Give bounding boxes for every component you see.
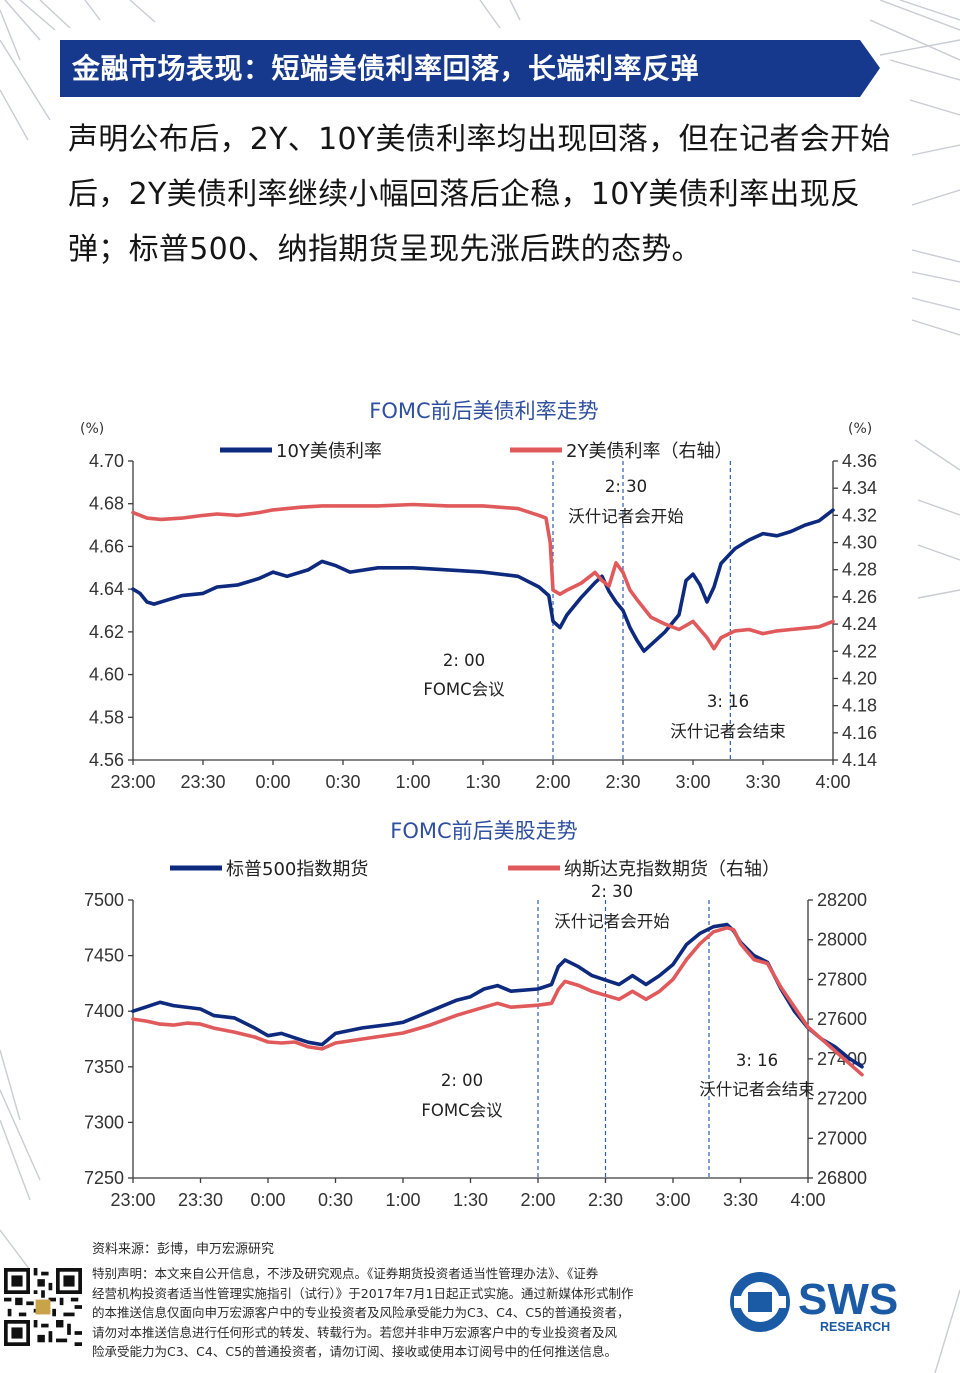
disclaimer-line: 请勿对本推送信息进行任何形式的转发、转载行为。若您并非申万宏源客户中的专业投资者… xyxy=(92,1324,618,1340)
disclaimer-line: 险承受能力为C3、C4、C5的普通投资者，请勿订阅、接收或使用本订阅号中的任何推… xyxy=(92,1344,618,1359)
left-tick-label: 4.64 xyxy=(89,579,124,599)
left-tick-label: 4.66 xyxy=(89,536,124,556)
left-tick-label: 7450 xyxy=(84,946,124,966)
x-tick-label: 4:00 xyxy=(790,1190,825,1210)
legend-label-series-2: 2Y美债利率（右轴） xyxy=(566,441,732,462)
x-tick-label: 23:30 xyxy=(180,772,225,792)
left-axis-unit: (%) xyxy=(80,421,104,437)
right-tick-label: 27800 xyxy=(817,969,867,989)
right-tick-label: 28200 xyxy=(817,890,867,910)
annotation-time: 2: 00 xyxy=(441,1071,483,1090)
disclaimer-line: 特别声明：本文来自公开信息，不涉及研究观点。《证券期货投资者适当性管理办法》、《… xyxy=(92,1266,599,1281)
annotation-label: FOMC会议 xyxy=(423,680,505,699)
source-note: 资料来源：彭博，申万宏源研究 xyxy=(92,1242,275,1257)
legend: 标普500指数期货 纳斯达克指数期货（右轴） xyxy=(170,859,780,880)
left-tick-label: 4.58 xyxy=(89,707,124,727)
x-tick-label: 0:00 xyxy=(250,1190,285,1210)
left-tick-label: 4.60 xyxy=(89,665,124,685)
x-tick-label: 2:30 xyxy=(588,1190,623,1210)
chart-title: FOMC前后美债利率走势 xyxy=(369,399,598,423)
legend-label-series-2: 纳斯达克指数期货（右轴） xyxy=(564,859,780,880)
legend-label-series-1: 标普500指数期货 xyxy=(226,859,368,880)
right-tick-label: 4.36 xyxy=(842,451,877,471)
annotation-time: 3: 16 xyxy=(736,1051,778,1070)
x-tick-label: 1:00 xyxy=(395,772,430,792)
annotation-label: 沃什记者会结束 xyxy=(670,722,786,741)
right-tick-label: 4.28 xyxy=(842,560,877,580)
x-tick-label: 2:00 xyxy=(535,772,570,792)
x-tick-label: 23:00 xyxy=(110,772,155,792)
x-tick-label: 3:00 xyxy=(655,1190,690,1210)
left-tick-label: 7350 xyxy=(84,1057,124,1077)
treasury-yield-chart: FOMC前后美债利率走势 (%) (%) 10Y美债利率 2Y美债利率（右轴） … xyxy=(80,399,877,792)
disclaimer-line: 经营机构投资者适当性管理实施指引（试行）》于2017年7月1日起正式实施。通过新… xyxy=(92,1285,634,1301)
annotation-label: FOMC会议 xyxy=(421,1101,503,1120)
qr-code xyxy=(4,1268,82,1346)
x-tick-label: 0:30 xyxy=(318,1190,353,1210)
right-tick-label: 4.18 xyxy=(842,696,877,716)
left-tick-label: 4.62 xyxy=(89,622,124,642)
left-tick-label: 4.70 xyxy=(89,451,124,471)
x-tick-label: 1:30 xyxy=(453,1190,488,1210)
annotation-label: 沃什记者会开始 xyxy=(554,912,670,931)
right-tick-label: 4.22 xyxy=(842,641,877,661)
series-line-1 xyxy=(131,508,835,653)
x-tick-label: 3:30 xyxy=(745,772,780,792)
right-tick-label: 28000 xyxy=(817,930,867,950)
x-tick-label: 2:00 xyxy=(520,1190,555,1210)
right-tick-label: 4.24 xyxy=(842,614,877,634)
sws-research-logo: SWS RESEARCH xyxy=(730,1272,898,1334)
right-tick-label: 4.34 xyxy=(842,478,877,498)
annotation-label: 沃什记者会结束 xyxy=(699,1080,815,1099)
title-banner: 金融市场表现：短端美债利率回落，长端利率反弹 xyxy=(60,40,880,97)
right-tick-label: 27200 xyxy=(817,1089,867,1109)
right-tick-label: 26800 xyxy=(817,1168,867,1188)
logo-subtext: RESEARCH xyxy=(820,1320,890,1334)
x-tick-label: 23:00 xyxy=(110,1190,155,1210)
annotation-label: 沃什记者会开始 xyxy=(568,507,684,526)
chart-title: FOMC前后美股走势 xyxy=(390,819,577,843)
equity-futures-chart: FOMC前后美股走势 标普500指数期货 纳斯达克指数期货（右轴） 7250 73… xyxy=(84,819,867,1210)
right-tick-label: 4.32 xyxy=(842,505,877,525)
left-tick-label: 7500 xyxy=(84,890,124,910)
x-tick-label: 4:00 xyxy=(815,772,850,792)
annotation-time: 2: 30 xyxy=(591,882,633,901)
logo-text: SWS xyxy=(798,1275,898,1324)
left-tick-label: 7250 xyxy=(84,1168,124,1188)
x-tick-label: 0:00 xyxy=(255,772,290,792)
legend: 10Y美债利率 2Y美债利率（右轴） xyxy=(220,441,732,462)
right-tick-label: 4.14 xyxy=(842,750,877,770)
annotation-time: 3: 16 xyxy=(707,692,749,711)
x-tick-label: 1:30 xyxy=(465,772,500,792)
disclaimer-line: 的本推送信息仅面向申万宏源客户中的专业投资者及风险承受能力为C3、C4、C5的普… xyxy=(92,1305,630,1320)
right-axis-unit: (%) xyxy=(848,421,872,437)
x-tick-label: 3:30 xyxy=(723,1190,758,1210)
right-tick-label: 4.30 xyxy=(842,533,877,553)
left-tick-label: 4.68 xyxy=(89,494,124,514)
annotation-time: 2: 00 xyxy=(443,651,485,670)
right-tick-label: 27600 xyxy=(817,1009,867,1029)
series-line-1 xyxy=(131,922,864,1069)
x-tick-label: 2:30 xyxy=(605,772,640,792)
legend-label-series-1: 10Y美债利率 xyxy=(276,441,382,462)
disclaimer: 特别声明：本文来自公开信息，不涉及研究观点。《证券期货投资者适当性管理办法》、《… xyxy=(92,1264,732,1362)
series-line-2 xyxy=(131,926,864,1077)
left-tick-label: 7400 xyxy=(84,1001,124,1021)
x-tick-label: 0:30 xyxy=(325,772,360,792)
intro-paragraph: 声明公布后，2Y、10Y美债利率均出现回落，但在记者会开始后，2Y美债利率继续小… xyxy=(68,122,891,267)
x-tick-label: 23:30 xyxy=(178,1190,223,1210)
right-tick-label: 4.26 xyxy=(842,587,877,607)
right-tick-label: 27000 xyxy=(817,1128,867,1148)
right-tick-label: 4.16 xyxy=(842,723,877,743)
x-tick-label: 3:00 xyxy=(675,772,710,792)
series-line-2 xyxy=(131,502,835,651)
left-tick-label: 4.56 xyxy=(89,750,124,770)
left-tick-label: 7300 xyxy=(84,1112,124,1132)
annotation-time: 2: 30 xyxy=(605,477,647,496)
page-title: 金融市场表现：短端美债利率回落，长端利率反弹 xyxy=(72,52,700,85)
x-tick-label: 1:00 xyxy=(385,1190,420,1210)
right-tick-label: 4.20 xyxy=(842,668,877,688)
